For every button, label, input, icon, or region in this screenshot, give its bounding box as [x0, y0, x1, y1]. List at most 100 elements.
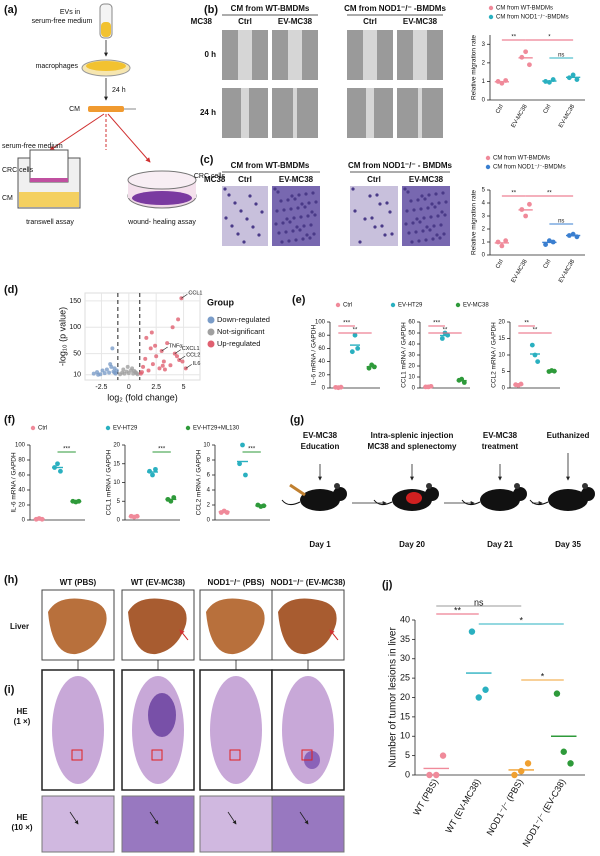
cell — [289, 207, 293, 211]
wound-gap — [241, 88, 249, 138]
micrographs — [222, 30, 450, 246]
cell — [303, 205, 307, 209]
y-tick-label: 5 — [405, 750, 410, 760]
cell — [410, 240, 414, 244]
data-point — [535, 359, 541, 364]
cell — [279, 199, 283, 203]
cell — [363, 217, 367, 221]
data-point — [527, 62, 532, 68]
mouse-ear — [582, 483, 588, 489]
cell — [436, 214, 440, 218]
label: CRC cells — [2, 167, 34, 174]
y-tick-label: 100 — [15, 443, 26, 449]
cell — [273, 187, 277, 191]
label: serum-free medium — [32, 18, 93, 25]
cell — [404, 222, 408, 226]
cell — [309, 223, 313, 227]
cell — [290, 194, 294, 198]
y-tick-label: 10 — [203, 443, 210, 449]
x-tick-label: NOD1⁻/⁻ (PBS) — [485, 777, 525, 837]
data-point — [91, 371, 96, 376]
significance-label: * — [519, 615, 523, 625]
panel-label: (b) — [204, 4, 218, 16]
panel-label: (h) — [4, 574, 18, 586]
cell — [411, 221, 415, 225]
data-point — [511, 771, 518, 779]
label: treatment — [482, 442, 519, 451]
annotation: TNFα — [169, 343, 184, 349]
data-point — [146, 368, 151, 373]
data-point — [170, 325, 175, 330]
label: CRC cells — [194, 173, 226, 180]
legend-label: Not-significant — [217, 327, 265, 336]
annotation-line — [179, 355, 186, 361]
data-point — [162, 367, 167, 372]
data-point — [107, 370, 112, 375]
data-point — [161, 359, 166, 364]
cell — [373, 225, 377, 229]
label: EV-MC38 — [279, 175, 314, 184]
cell — [233, 201, 237, 205]
data-point — [110, 346, 115, 351]
data-point — [439, 752, 447, 759]
day-label: Day 1 — [309, 540, 331, 549]
data-point — [132, 369, 137, 374]
legend-label: Ctrl — [343, 303, 352, 309]
y-tick-label: 0 — [482, 98, 486, 104]
annotation: CCL1 — [188, 291, 202, 297]
mouse-tail — [529, 499, 549, 506]
y-tick-label: 100 — [69, 324, 81, 331]
mouse-tail — [461, 499, 481, 506]
cell — [282, 208, 286, 212]
data-point — [148, 346, 153, 351]
legend-marker — [105, 425, 111, 431]
lesion-arrow — [179, 629, 189, 641]
tissue-images — [41, 589, 345, 853]
legend-marker — [30, 425, 36, 431]
legend-label: Up-regulated — [217, 339, 260, 348]
label: wound- healing assay — [127, 219, 196, 226]
y-axis-label: IL-6 mRNA / GAPDH — [311, 325, 318, 386]
data-point — [130, 366, 135, 371]
cell — [429, 215, 433, 219]
label: Ctrl — [363, 17, 377, 26]
label: CM — [2, 195, 13, 202]
significance-label: ** — [443, 328, 448, 334]
cell — [242, 240, 246, 244]
significance-label: *** — [248, 447, 256, 453]
cell — [368, 194, 372, 198]
zoom-box — [151, 749, 163, 761]
data-point — [168, 363, 173, 368]
cell — [277, 231, 281, 235]
data-point — [180, 359, 185, 364]
significance-label: ** — [353, 328, 358, 334]
y-tick-label: 2 — [482, 60, 486, 66]
arrow — [149, 811, 159, 825]
cell — [296, 206, 300, 210]
legend-marker — [485, 155, 491, 161]
cell — [239, 209, 243, 213]
label: CM from WT-BMDMs — [231, 161, 310, 170]
y-tick-label: 80 — [18, 458, 25, 464]
significance-label: ** — [454, 605, 462, 615]
data-point — [121, 367, 126, 372]
cell — [286, 198, 290, 202]
cell — [428, 228, 432, 232]
cell — [425, 225, 429, 229]
cell — [431, 237, 435, 241]
he-section — [52, 676, 104, 784]
cell — [442, 232, 446, 236]
data-point — [150, 472, 155, 478]
cell — [254, 202, 258, 206]
cell — [443, 213, 447, 217]
significance-label: ** — [524, 321, 529, 327]
legend-label: EV-HT29 — [398, 303, 423, 309]
cell — [432, 224, 436, 228]
micrograph — [350, 186, 398, 246]
cell — [424, 238, 428, 242]
mouse-head — [581, 487, 595, 501]
x-tick-label: -2.5 — [95, 384, 107, 391]
y-tick-label: 0 — [405, 769, 410, 779]
label: Ctrl — [367, 175, 381, 184]
wound-gap — [418, 88, 422, 138]
